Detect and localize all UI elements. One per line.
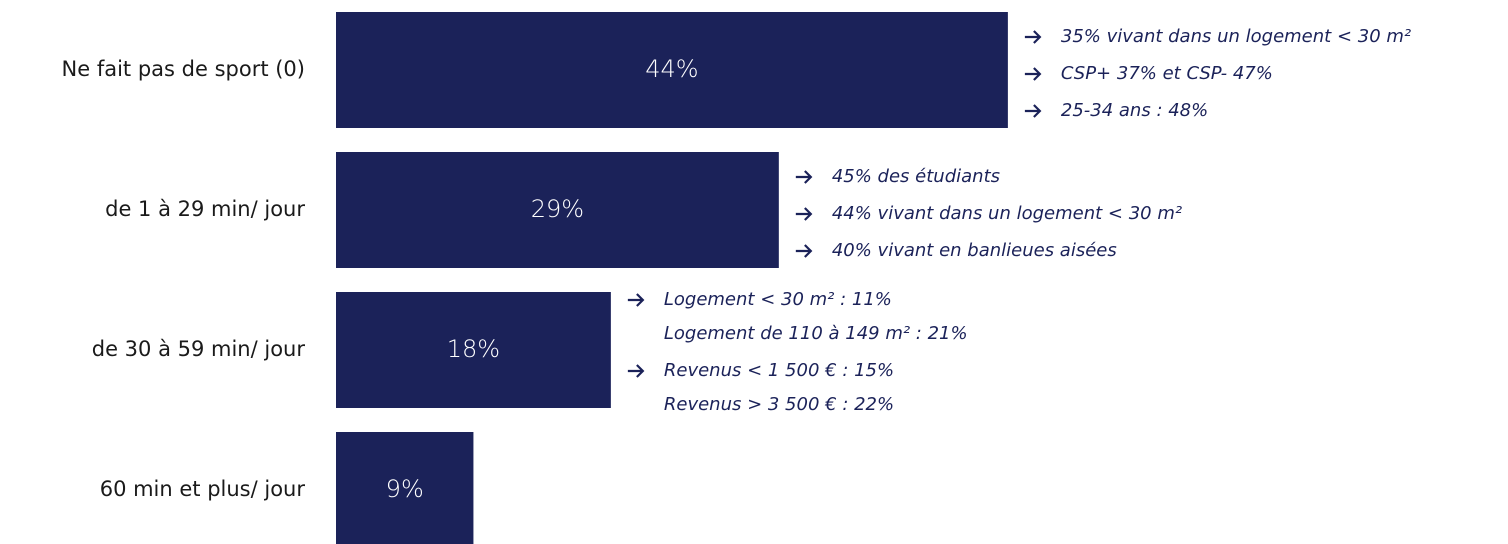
value-label: 9% — [386, 475, 424, 503]
annotation-arrow — [1024, 30, 1042, 44]
annotation-arrow — [627, 293, 645, 307]
bar — [336, 292, 611, 408]
arrow — [1024, 104, 1042, 118]
annotation-text: 44% vivant dans un logement < 30 m² — [832, 203, 1182, 224]
annotation-text: Revenus > 3 500 € : 22% — [664, 394, 894, 415]
arrow — [795, 207, 813, 221]
annotation-text: 45% des étudiants — [832, 166, 1000, 187]
annotation-text: 35% vivant dans un logement < 30 m² — [1061, 26, 1411, 47]
arrow — [1024, 67, 1042, 81]
annotation-arrow — [1024, 104, 1042, 118]
annotation-arrow — [627, 364, 645, 378]
value-label: 29% — [531, 195, 584, 223]
annotation-arrow — [795, 170, 813, 184]
annotation-text: Logement de 110 à 149 m² : 21% — [664, 323, 968, 344]
category-label: 60 min et plus/ jour — [100, 477, 306, 501]
category-label: de 1 à 29 min/ jour — [105, 197, 305, 221]
arrow — [795, 170, 813, 184]
value-label: 18% — [447, 335, 500, 363]
arrow — [795, 244, 813, 258]
category-label: de 30 à 59 min/ jour — [92, 337, 306, 361]
annotation-text: 40% vivant en banlieues aisées — [832, 240, 1117, 261]
value-label: 44% — [645, 55, 698, 83]
bar — [336, 12, 1008, 128]
annotation-text: CSP+ 37% et CSP- 47% — [1061, 63, 1273, 84]
bar — [336, 152, 779, 268]
annotation-arrow — [795, 244, 813, 258]
annotation-arrow — [1024, 67, 1042, 81]
annotation-text: 25-34 ans : 48% — [1061, 100, 1208, 121]
arrow — [627, 293, 645, 307]
arrow — [627, 364, 645, 378]
annotation-arrow — [795, 207, 813, 221]
bar — [336, 432, 474, 544]
annotation-text: Logement < 30 m² : 11% — [664, 289, 892, 310]
arrow — [1024, 30, 1042, 44]
annotation-text: Revenus < 1 500 € : 15% — [664, 360, 894, 381]
category-label: Ne fait pas de sport (0) — [62, 57, 305, 81]
